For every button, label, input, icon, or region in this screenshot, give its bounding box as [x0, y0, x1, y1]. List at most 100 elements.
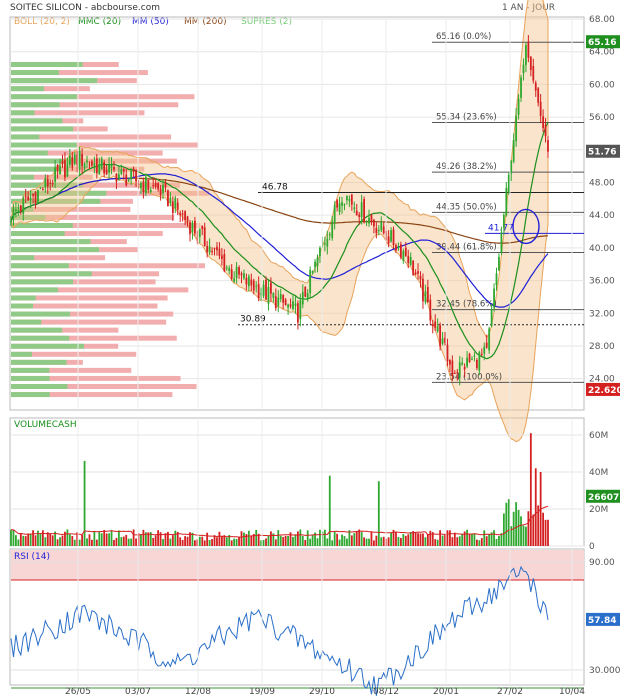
candle-body — [284, 299, 287, 305]
candle-body — [431, 324, 434, 327]
candle-body — [201, 225, 204, 230]
candle-body — [29, 197, 32, 201]
candle-body — [399, 244, 402, 258]
volume-bar — [220, 536, 223, 546]
volume-bar — [157, 530, 160, 546]
candle-body — [12, 208, 15, 219]
volume-bar — [12, 529, 15, 546]
candle-body — [68, 155, 71, 165]
candle-body — [346, 196, 348, 201]
volume-bar — [495, 539, 498, 546]
volume-bar — [203, 540, 206, 546]
candle-body — [132, 168, 135, 173]
volume-profile-bar — [11, 214, 175, 220]
volume-bar — [255, 529, 258, 546]
volume-bar — [534, 468, 537, 546]
volume-profile-bar — [11, 182, 181, 188]
candle-body — [208, 246, 211, 253]
volume-profile-bar — [11, 174, 93, 180]
candle-body — [299, 300, 302, 320]
candle-body — [176, 202, 179, 210]
rsi-title: RSI (14) — [14, 552, 50, 562]
candle-body — [456, 372, 459, 374]
candle-body — [493, 288, 495, 308]
candle-body — [446, 344, 449, 362]
candle-body — [365, 221, 368, 223]
volume-profile-bar — [11, 223, 201, 228]
x-tick-label: 27/02 — [497, 687, 523, 697]
volume-bar — [392, 529, 395, 546]
volume-bar — [282, 537, 285, 546]
volume-bar — [382, 536, 385, 546]
volume-profile-bar — [11, 142, 199, 148]
candle-body — [404, 247, 407, 257]
volume-bar — [130, 538, 133, 546]
volume-bar — [446, 530, 449, 546]
volume-profile-bar — [11, 231, 65, 237]
candle-body — [422, 278, 424, 302]
volume-bar — [24, 536, 27, 546]
volume-bar — [228, 534, 231, 546]
candle-body — [100, 158, 103, 169]
candle-body — [91, 161, 93, 166]
volume-bar — [397, 537, 400, 546]
candle-body — [93, 163, 96, 167]
candle-body — [250, 279, 253, 286]
candle-body — [19, 205, 22, 212]
candle-body — [483, 346, 486, 354]
volume-profile-bar — [11, 198, 101, 204]
volume-profile-bar — [11, 343, 85, 349]
volume-bar — [304, 539, 307, 546]
candle-body — [341, 202, 343, 206]
volume-bar — [186, 536, 189, 546]
candle-body — [449, 359, 451, 365]
volume-bar — [399, 537, 402, 546]
rsi-last-badge-bg — [586, 612, 620, 626]
candle-body — [22, 198, 25, 214]
candle-body — [196, 237, 199, 239]
volume-bar — [502, 513, 505, 546]
volume-profile-bar — [11, 247, 100, 253]
candle-body — [10, 221, 12, 223]
candle-body — [480, 353, 483, 355]
candle-body — [306, 293, 309, 299]
volume-profile-bar — [11, 375, 181, 381]
volume-bar — [144, 532, 147, 546]
price-tick-label: 56.00 — [589, 113, 615, 123]
volume-bar — [299, 529, 302, 546]
candle-body — [409, 256, 412, 265]
candle-body — [282, 295, 285, 303]
candle-body — [382, 226, 385, 234]
candle-body — [419, 275, 422, 280]
candle-body — [257, 284, 260, 299]
volume-bar — [216, 537, 218, 546]
candle-body — [245, 277, 248, 285]
volume-bar — [417, 533, 419, 546]
candle-body — [44, 178, 47, 187]
candle-body — [238, 267, 240, 275]
candle-body — [436, 326, 439, 332]
volume-bar — [208, 540, 211, 546]
volume-bar — [363, 537, 365, 546]
candle-body — [61, 161, 64, 164]
price-tick-label: 24.00 — [589, 375, 615, 385]
volume-profile-bar — [11, 206, 131, 212]
candle-body — [147, 179, 150, 190]
volume-bar — [458, 536, 461, 546]
fibonacci-label: 39.44 (61.8%) — [436, 242, 497, 252]
candle-body — [184, 211, 186, 220]
candle-body — [350, 194, 353, 205]
last-price-badge: 51.76 — [588, 148, 616, 158]
legend-item: SUPRES (2) — [241, 17, 292, 27]
candle-body — [159, 188, 162, 195]
volume-bar — [466, 529, 468, 546]
candle-body — [287, 304, 289, 308]
candle-body — [348, 199, 351, 201]
volume-profile-bar — [11, 279, 74, 285]
rsi-line — [10, 565, 549, 696]
volume-bar — [260, 540, 263, 546]
candle-body — [478, 352, 481, 371]
volume-profile-bar — [11, 142, 77, 148]
candle-body — [179, 213, 182, 216]
volume-profile-bar — [11, 287, 58, 293]
